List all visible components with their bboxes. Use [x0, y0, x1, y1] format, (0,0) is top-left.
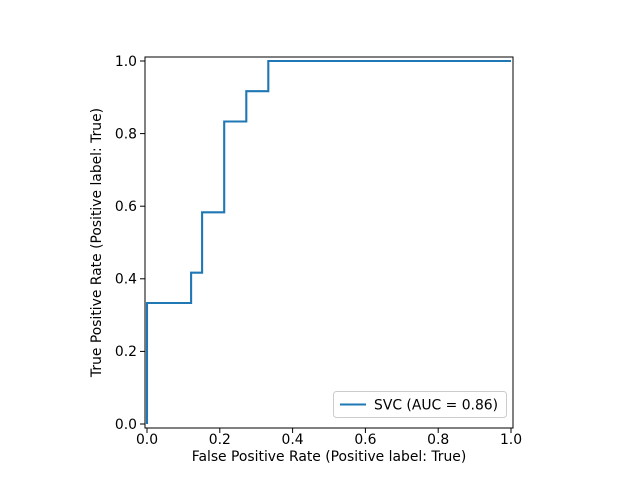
x-tick-label: 0.6 [354, 432, 376, 448]
legend-label: SVC (AUC = 0.86) [374, 398, 498, 414]
y-tick-label: 0.2 [115, 344, 137, 360]
roc-curve-line [145, 59, 511, 424]
y-axis-ticks: 0.0 0.2 0.4 0.6 0.8 1.0 [115, 54, 145, 433]
axes-frame [144, 56, 514, 429]
x-tick-label: 1.0 [500, 432, 522, 448]
x-axis-label: False Positive Rate (Positive label: Tru… [192, 449, 467, 465]
x-tick-label: 0.2 [209, 432, 231, 448]
y-tick-label: 1.0 [115, 54, 137, 70]
x-tick-label: 0.4 [282, 432, 304, 448]
legend-box [333, 391, 507, 418]
x-tick-label: 0.8 [427, 432, 449, 448]
y-tick-label: 0.8 [115, 126, 137, 142]
y-axis-label: True Positive Rate (Positive label: True… [89, 108, 105, 378]
x-tick-label: 0.0 [136, 432, 158, 448]
y-tick-label: 0.0 [115, 417, 137, 433]
legend: SVC (AUC = 0.86) [333, 391, 507, 418]
x-axis-ticks: 0.0 0.2 0.4 0.6 0.8 1.0 [136, 428, 522, 448]
y-tick-label: 0.6 [115, 199, 137, 215]
plot-area [145, 57, 513, 428]
y-tick-label: 0.4 [115, 272, 137, 288]
